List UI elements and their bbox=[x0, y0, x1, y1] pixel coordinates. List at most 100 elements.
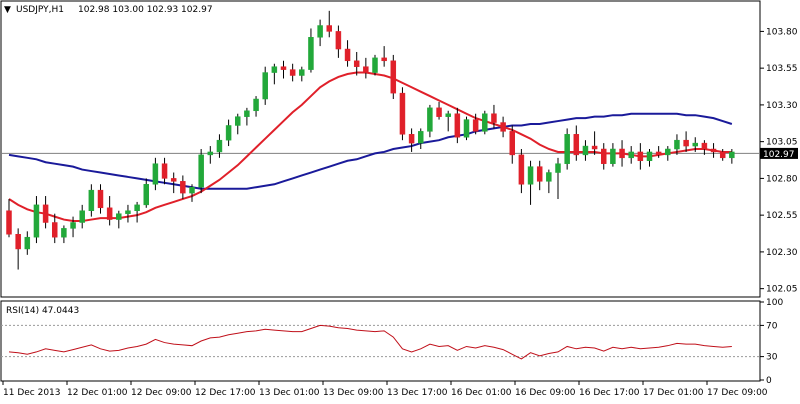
candle-body bbox=[125, 210, 131, 214]
price-tick-label: 102.55 bbox=[766, 211, 798, 221]
time-axis: 11 Dec 2013 12 Dec 01:00 12 Dec 09:00 12 De… bbox=[2, 381, 768, 398]
candle-body bbox=[436, 107, 442, 117]
candle-body bbox=[729, 151, 735, 159]
time-tick-label: 11 Dec 2013 bbox=[3, 388, 61, 398]
candle-body bbox=[527, 166, 534, 185]
candle-body bbox=[719, 151, 726, 159]
candle-body bbox=[6, 210, 12, 235]
price-tick-label: 102.30 bbox=[766, 248, 798, 258]
candle-body bbox=[225, 125, 232, 141]
candle-body bbox=[143, 184, 149, 206]
candle-body bbox=[280, 66, 287, 70]
candle-body bbox=[180, 181, 186, 194]
candle-body bbox=[161, 163, 168, 179]
candle-body bbox=[518, 154, 525, 185]
rsi-tick-label: 70 bbox=[766, 321, 778, 331]
time-tick-label: 16 Dec 17:00 bbox=[579, 388, 640, 398]
rsi-tick-label: 30 bbox=[766, 353, 778, 363]
candle-body bbox=[674, 139, 680, 150]
candle-body bbox=[463, 119, 470, 138]
candle-body bbox=[665, 148, 671, 156]
time-tick-label: 12 Dec 17:00 bbox=[195, 388, 256, 398]
price-tick-label: 103.05 bbox=[766, 138, 798, 148]
price-tick-label: 102.80 bbox=[766, 174, 798, 184]
time-tick-label: 12 Dec 09:00 bbox=[131, 388, 192, 398]
candle-body bbox=[299, 69, 305, 76]
time-tick-label: 13 Dec 01:00 bbox=[259, 388, 320, 398]
candle-body bbox=[381, 57, 387, 62]
candle-body bbox=[363, 66, 369, 73]
candle-body bbox=[253, 98, 259, 112]
candle-body bbox=[710, 148, 717, 153]
candle-body bbox=[692, 142, 698, 147]
candle-body bbox=[353, 60, 360, 67]
candle-body bbox=[79, 210, 85, 223]
candle-body bbox=[317, 25, 323, 38]
candle-body bbox=[546, 172, 552, 182]
current-price-tag bbox=[760, 147, 798, 159]
candle-body bbox=[601, 148, 607, 164]
candle-body bbox=[24, 236, 31, 250]
candle-body bbox=[701, 142, 708, 150]
candle-body bbox=[500, 122, 506, 132]
rsi-axis-ticks: 100 70 30 0 bbox=[1, 298, 783, 386]
candle-body bbox=[88, 189, 95, 211]
ma-fast-line bbox=[8, 71, 732, 223]
candle-body bbox=[70, 222, 76, 229]
candle-body bbox=[52, 222, 58, 238]
current-price-tag-label: 102.97 bbox=[763, 150, 795, 160]
price-tick-label: 103.55 bbox=[766, 64, 798, 74]
candle-body bbox=[262, 72, 268, 100]
candle-body bbox=[335, 31, 342, 50]
candle-body bbox=[198, 154, 204, 188]
candle-body bbox=[418, 131, 424, 144]
candle-body bbox=[491, 113, 497, 123]
rsi-tick-label: 100 bbox=[766, 298, 783, 308]
price-panel bbox=[0, 0, 761, 298]
rsi-title: RSI(14) 47.0443 bbox=[6, 306, 79, 316]
candle-body bbox=[189, 186, 195, 194]
price-axis-ticks: 103.80 103.55 103.30 103.05 102.80 102.55 102.… bbox=[760, 27, 798, 295]
candle-body bbox=[289, 69, 296, 76]
time-tick-label: 17 Dec 09:00 bbox=[707, 388, 768, 398]
candle-body bbox=[15, 234, 21, 250]
candle-body bbox=[134, 204, 140, 211]
candle-body bbox=[271, 66, 278, 73]
rsi-tick-label: 0 bbox=[766, 376, 772, 386]
candle-body bbox=[536, 166, 543, 182]
rsi-line bbox=[8, 324, 732, 360]
candle-body bbox=[372, 57, 378, 73]
candle-body bbox=[42, 204, 49, 223]
candle-body bbox=[390, 60, 397, 94]
candle-body bbox=[116, 213, 122, 220]
candle-body bbox=[326, 25, 332, 32]
candle-body bbox=[655, 151, 662, 156]
menu-triangle-icon[interactable]: ▼ bbox=[4, 5, 11, 15]
time-tick-label: 13 Dec 09:00 bbox=[323, 388, 384, 398]
candle-body bbox=[408, 134, 415, 144]
candle-body bbox=[628, 151, 634, 159]
time-tick-label: 16 Dec 09:00 bbox=[515, 388, 576, 398]
symbol-timeframe-label: USDJPY,H1 bbox=[16, 5, 64, 15]
candle-body bbox=[244, 110, 250, 117]
time-tick-label: 13 Dec 17:00 bbox=[387, 388, 448, 398]
candle-body bbox=[216, 139, 223, 153]
ma-slow-line bbox=[8, 112, 733, 190]
candle-body bbox=[344, 48, 351, 62]
candle-body bbox=[610, 148, 616, 164]
ohlc-readout: 102.98 103.00 102.93 102.97 bbox=[78, 5, 213, 15]
candle-body bbox=[509, 131, 515, 156]
rsi-panel bbox=[0, 300, 761, 382]
candle-body bbox=[482, 113, 488, 132]
candle-body bbox=[646, 151, 653, 162]
candlestick-series bbox=[6, 10, 735, 270]
time-tick-label: 12 Dec 01:00 bbox=[67, 388, 128, 398]
moving-averages bbox=[8, 71, 733, 223]
candle-body bbox=[399, 92, 406, 135]
candle-body bbox=[619, 148, 625, 159]
candle-body bbox=[106, 207, 113, 220]
candle-body bbox=[152, 163, 159, 185]
candle-body bbox=[97, 189, 104, 209]
